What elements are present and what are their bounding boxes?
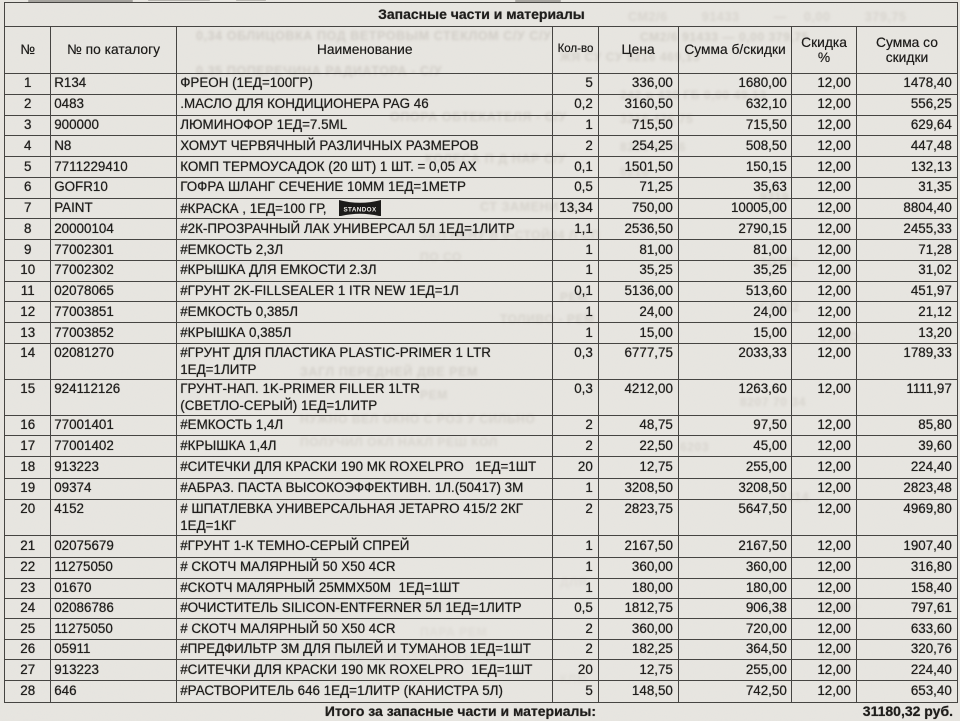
svg-text:STANDOX: STANDOX: [343, 206, 377, 213]
